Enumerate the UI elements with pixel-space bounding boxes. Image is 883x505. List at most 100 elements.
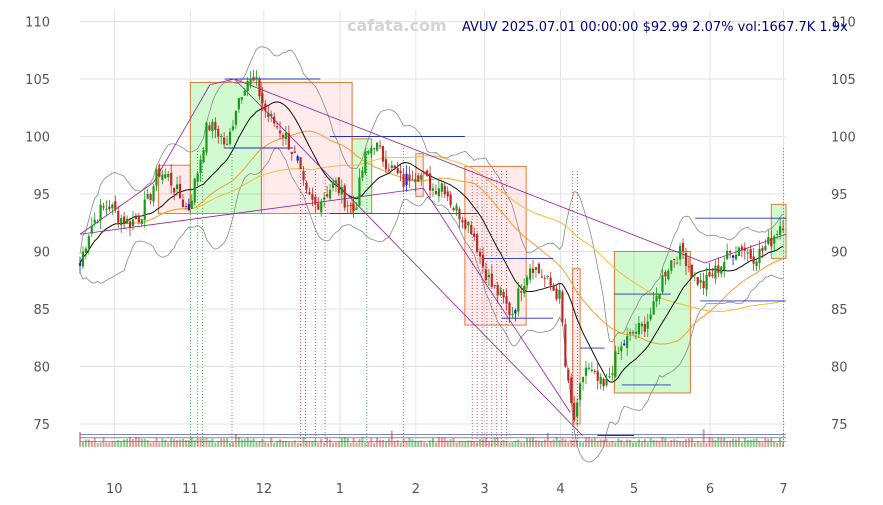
- candle-body: [578, 383, 582, 400]
- candle-body: [693, 274, 696, 276]
- volume-bar: [120, 441, 123, 447]
- candle-body: [320, 201, 323, 213]
- volume-bar: [605, 439, 608, 447]
- candle-body: [764, 246, 767, 250]
- volume-bar: [364, 442, 367, 447]
- trend-line: [234, 78, 706, 264]
- candle-body: [273, 116, 276, 124]
- candle-body: [467, 221, 470, 226]
- candle-body: [573, 402, 576, 421]
- candle-body: [337, 177, 340, 194]
- volume-bar: [340, 437, 343, 447]
- candlesticks: [78, 69, 785, 426]
- volume-bar: [749, 439, 752, 447]
- volume-bar: [102, 437, 105, 447]
- volume-bar: [693, 442, 696, 447]
- volume-bar: [420, 440, 423, 447]
- candle-body: [370, 147, 373, 154]
- candle-body: [87, 236, 90, 249]
- volume-bar: [611, 441, 614, 447]
- volume-bar: [349, 442, 352, 447]
- x-axis: 10 11 12 1 2 3 4 5 6 7: [106, 482, 788, 497]
- volume-bar: [543, 439, 546, 447]
- candle-body: [711, 274, 714, 277]
- candle-body: [96, 221, 99, 223]
- candle-body: [755, 261, 758, 267]
- x-tick-label: 5: [630, 482, 638, 497]
- volume-bar: [343, 437, 346, 447]
- y-tick-label-left: 85: [33, 303, 50, 318]
- volume-bar: [452, 437, 455, 447]
- volume-bar: [540, 441, 543, 447]
- volume-bar: [673, 439, 676, 447]
- range-rectangles: [157, 81, 787, 425]
- volume-bar: [734, 439, 737, 447]
- candle-body: [496, 285, 499, 296]
- candle-body: [90, 225, 93, 234]
- candle-body: [326, 194, 329, 197]
- volume-bar: [711, 438, 714, 447]
- y-tick-label-left: 80: [33, 361, 50, 376]
- candle-body: [452, 207, 455, 210]
- volume-bar: [573, 439, 576, 447]
- volume-bar: [532, 437, 535, 447]
- volume-bar: [137, 437, 140, 447]
- candle-body: [146, 193, 149, 199]
- candle-body: [623, 343, 626, 346]
- candle-body: [352, 203, 355, 212]
- volume-bar: [717, 437, 720, 447]
- candle-body: [761, 247, 764, 252]
- candle-body: [270, 113, 273, 117]
- candle-body: [205, 122, 208, 153]
- candle-body: [199, 159, 202, 174]
- candle-body: [520, 291, 523, 293]
- candle-body: [702, 280, 705, 288]
- candle-body: [293, 151, 296, 153]
- volume-bar: [387, 438, 390, 447]
- volume-bar: [640, 441, 643, 447]
- volume-bar: [484, 438, 487, 447]
- volume-bar: [243, 439, 246, 447]
- volume-bar: [229, 442, 232, 447]
- candle-body: [346, 205, 349, 207]
- candle-body: [608, 376, 611, 378]
- candle-body: [108, 206, 111, 209]
- volume-bar: [705, 442, 708, 447]
- candle-body: [152, 186, 155, 202]
- volume-bar: [499, 442, 502, 447]
- candle-body: [687, 266, 691, 268]
- candle-body: [543, 277, 546, 279]
- candle-body: [552, 285, 555, 291]
- volume-bar: [699, 442, 702, 447]
- candle-body: [170, 172, 173, 186]
- candle-body: [723, 262, 726, 271]
- volume-bar: [555, 437, 558, 447]
- volume-bar: [608, 442, 611, 447]
- volume-bar: [117, 439, 120, 447]
- candle-body: [564, 324, 567, 367]
- volume-bar: [126, 438, 129, 447]
- volume-bar: [155, 437, 158, 447]
- candle-body: [446, 191, 449, 197]
- volume-bar: [732, 438, 735, 447]
- candle-body: [729, 251, 732, 253]
- candle-body: [249, 78, 252, 85]
- volume-bar: [140, 438, 143, 447]
- candle-body: [767, 237, 770, 245]
- x-tick-label: 10: [106, 482, 123, 497]
- candle-body: [628, 332, 632, 334]
- volume-bar: [626, 439, 629, 447]
- volume-bar: [358, 439, 361, 447]
- candle-body: [264, 103, 267, 111]
- candle-body: [128, 221, 132, 228]
- volume-bar: [373, 442, 376, 447]
- volume-bar: [305, 440, 308, 447]
- y-tick-label-left: 100: [25, 131, 50, 146]
- candle-body: [243, 90, 246, 96]
- candle-body: [690, 264, 693, 278]
- candle-body: [637, 322, 641, 335]
- bollinger-upper: [79, 46, 784, 343]
- x-tick-label: 4: [556, 482, 564, 497]
- trend-line: [234, 78, 583, 436]
- volume-bar: [549, 440, 552, 447]
